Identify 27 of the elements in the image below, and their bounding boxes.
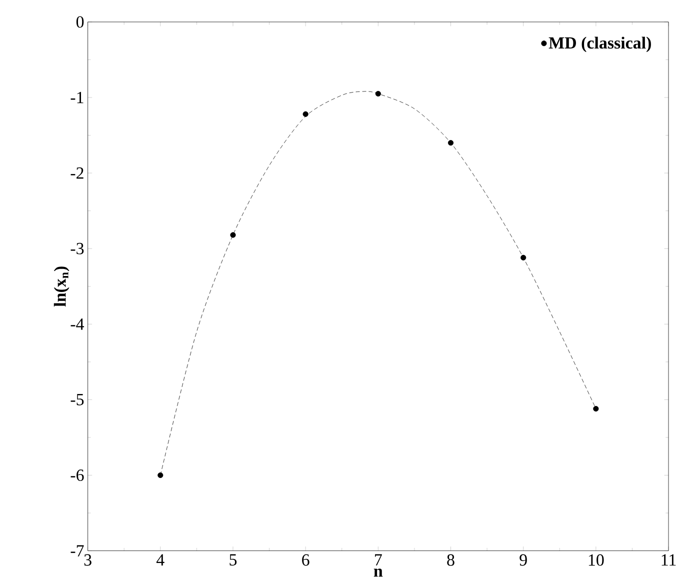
y-tick-label: -6 (70, 470, 84, 482)
legend-label: MD (classical) (548, 36, 651, 52)
x-tick-label: 9 (520, 554, 527, 566)
x-tick-label: 5 (230, 554, 237, 566)
point (302, 111, 308, 118)
x-tick-label: 11 (662, 554, 676, 566)
y-axis-title: ln(x$_{n}$) (54, 266, 70, 307)
point (448, 140, 454, 146)
y-tick-label: 0 (76, 16, 84, 28)
point (230, 232, 236, 238)
y-tick-label: -3 (70, 243, 84, 254)
point (158, 472, 164, 478)
x-tick-label: 7 (375, 554, 382, 566)
x-tick-label: 10 (588, 554, 604, 566)
point (593, 406, 599, 412)
x-axis-title: n (374, 568, 383, 577)
y-tick-label: -5 (70, 394, 84, 406)
x-tick-label: 4 (156, 554, 164, 566)
y-tick-label: -4 (70, 318, 84, 330)
y-tick-label: -7 (70, 545, 84, 556)
y-tick-label: -1 (70, 92, 84, 104)
y-tick-label: -2 (70, 168, 84, 179)
x-tick-label: 6 (302, 554, 310, 566)
x-tick-label: 8 (447, 554, 454, 566)
x-tick-label: 3 (84, 554, 92, 566)
point (375, 91, 381, 97)
point (520, 255, 526, 261)
